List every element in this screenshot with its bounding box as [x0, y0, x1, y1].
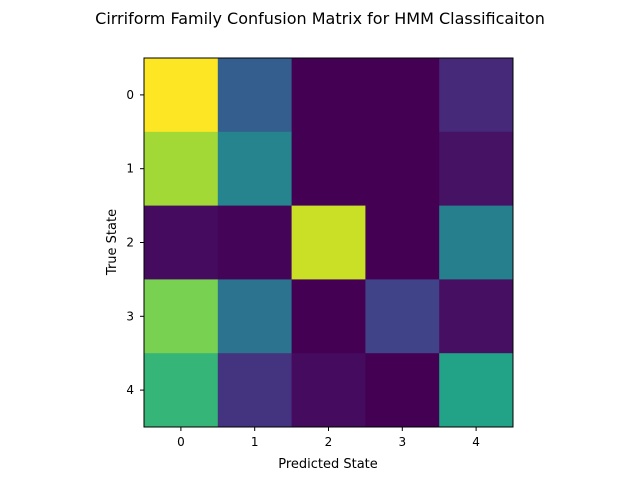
heatmap-cell-4-2: [291, 353, 366, 428]
heatmap-cell-3-1: [217, 279, 293, 354]
y-tick-label-2: 2: [126, 236, 134, 250]
heatmap-cells: [144, 58, 514, 428]
heatmap-cell-4-4: [439, 353, 514, 428]
x-axis-label: Predicted State: [278, 457, 378, 472]
heatmap-cell-2-1: [217, 205, 293, 280]
heatmap-cell-2-3: [365, 205, 440, 280]
heatmap-cell-2-4: [439, 205, 514, 280]
chart-title: Cirriform Family Confusion Matrix for HM…: [95, 9, 545, 28]
heatmap-cell-4-0: [144, 353, 219, 428]
heatmap-cell-1-0: [144, 131, 219, 207]
heatmap-cell-1-2: [291, 131, 366, 207]
heatmap-cell-1-1: [217, 131, 293, 207]
x-tick-label-3: 3: [398, 435, 406, 449]
x-tick-label-1: 1: [251, 435, 259, 449]
heatmap-cell-2-0: [144, 205, 219, 280]
heatmap-cell-0-4: [439, 58, 514, 133]
x-axis-ticks: 0 1 2 3 4: [177, 427, 480, 449]
y-tick-label-1: 1: [126, 162, 134, 176]
x-tick-label-4: 4: [472, 435, 480, 449]
y-tick-label-0: 0: [126, 88, 134, 102]
y-axis-ticks: 0 1 2 3 4: [126, 88, 144, 397]
x-tick-label-2: 2: [325, 435, 333, 449]
heatmap-cell-2-2: [291, 205, 366, 280]
y-axis-label: True State: [105, 209, 120, 276]
heatmap-cell-0-0: [144, 58, 219, 133]
heatmap-cell-0-3: [365, 58, 440, 133]
y-tick-label-4: 4: [126, 383, 134, 397]
heatmap-cell-3-3: [365, 279, 440, 354]
heatmap-cell-4-3: [365, 353, 440, 428]
heatmap-cell-4-1: [217, 353, 293, 428]
x-tick-label-0: 0: [177, 435, 185, 449]
heatmap-cell-3-0: [144, 279, 219, 354]
heatmap-cell-3-4: [439, 279, 514, 354]
heatmap-cell-1-4: [439, 131, 514, 207]
heatmap-cell-1-3: [365, 131, 440, 207]
heatmap-cell-0-1: [217, 58, 293, 133]
y-tick-label-3: 3: [126, 309, 134, 323]
heatmap-cell-3-2: [291, 279, 366, 354]
heatmap-cell-0-2: [291, 58, 366, 133]
